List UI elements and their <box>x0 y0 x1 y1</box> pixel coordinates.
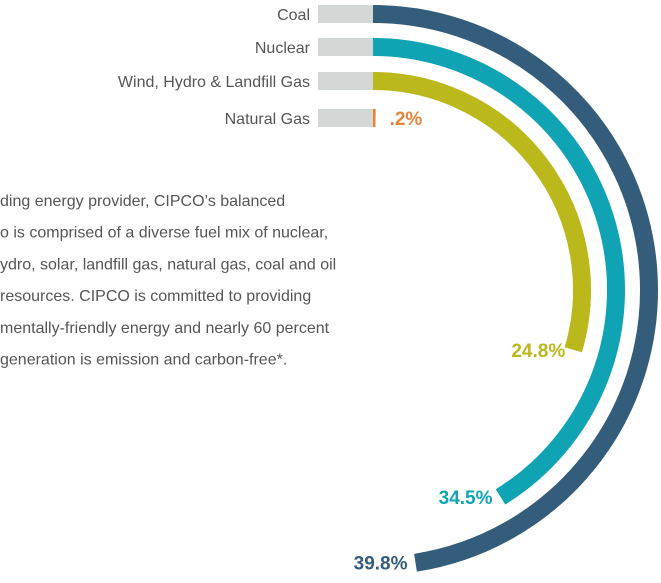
category-label: Natural Gas <box>225 111 310 128</box>
arc-bar <box>372 5 658 572</box>
track-stub <box>318 5 373 23</box>
paragraph-line: mentally-friendly energy and nearly 60 p… <box>0 320 330 337</box>
track-stub <box>318 109 373 127</box>
value-label: 34.5% <box>439 488 493 509</box>
value-label: .2% <box>390 109 423 130</box>
paragraph-line: generation is emission and carbon-free*. <box>0 352 287 369</box>
arc-bar <box>372 72 591 353</box>
value-label: 39.8% <box>354 554 408 575</box>
paragraph-line: resources. CIPCO is committed to providi… <box>0 288 311 305</box>
paragraph-line: ding energy provider, CIPCO’s balanced <box>0 193 285 210</box>
category-label: Nuclear <box>255 40 311 57</box>
paragraph-line: o is comprised of a diverse fuel mix of … <box>0 225 328 242</box>
value-label: 24.8% <box>511 341 565 362</box>
paragraph-line: ydro, solar, landfill gas, natural gas, … <box>0 256 336 273</box>
category-label: Wind, Hydro & Landfill Gas <box>118 74 310 91</box>
arc-bar <box>372 38 625 505</box>
track-stub <box>318 72 373 90</box>
track-stub <box>318 38 373 56</box>
category-label: Coal <box>277 7 310 24</box>
